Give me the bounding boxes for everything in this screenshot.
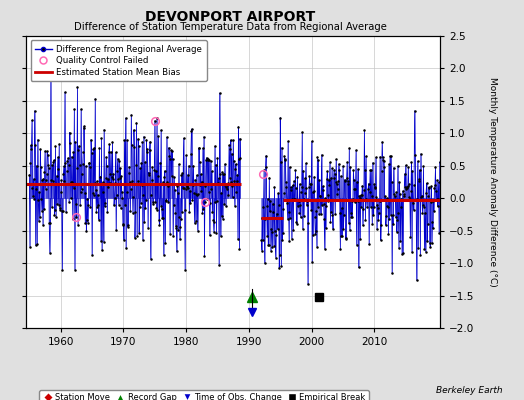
- Y-axis label: Monthly Temperature Anomaly Difference (°C): Monthly Temperature Anomaly Difference (…: [488, 77, 497, 287]
- Text: Difference of Station Temperature Data from Regional Average: Difference of Station Temperature Data f…: [74, 22, 387, 32]
- Text: Berkeley Earth: Berkeley Earth: [436, 386, 503, 395]
- Text: DEVONPORT AIRPORT: DEVONPORT AIRPORT: [146, 10, 315, 24]
- Legend: Station Move, Record Gap, Time of Obs. Change, Empirical Break: Station Move, Record Gap, Time of Obs. C…: [39, 390, 369, 400]
